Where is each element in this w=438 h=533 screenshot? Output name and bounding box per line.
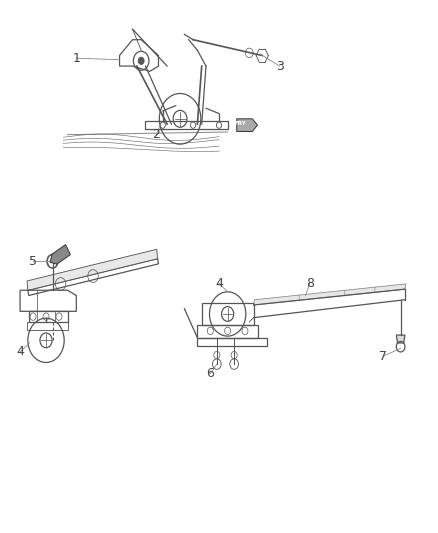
Polygon shape <box>237 119 258 132</box>
Text: FRY: FRY <box>234 120 246 126</box>
Text: 1: 1 <box>72 52 80 64</box>
Polygon shape <box>396 335 405 343</box>
Circle shape <box>138 57 144 64</box>
Text: 7: 7 <box>379 350 387 362</box>
Text: 5: 5 <box>29 255 37 268</box>
Text: 4: 4 <box>215 277 223 290</box>
Polygon shape <box>254 284 406 305</box>
Text: 6: 6 <box>206 367 214 380</box>
Polygon shape <box>27 249 158 290</box>
Text: 3: 3 <box>276 60 283 72</box>
Text: 4: 4 <box>16 345 24 359</box>
Text: 2: 2 <box>152 128 160 141</box>
Text: 8: 8 <box>306 277 314 290</box>
Polygon shape <box>50 245 71 264</box>
